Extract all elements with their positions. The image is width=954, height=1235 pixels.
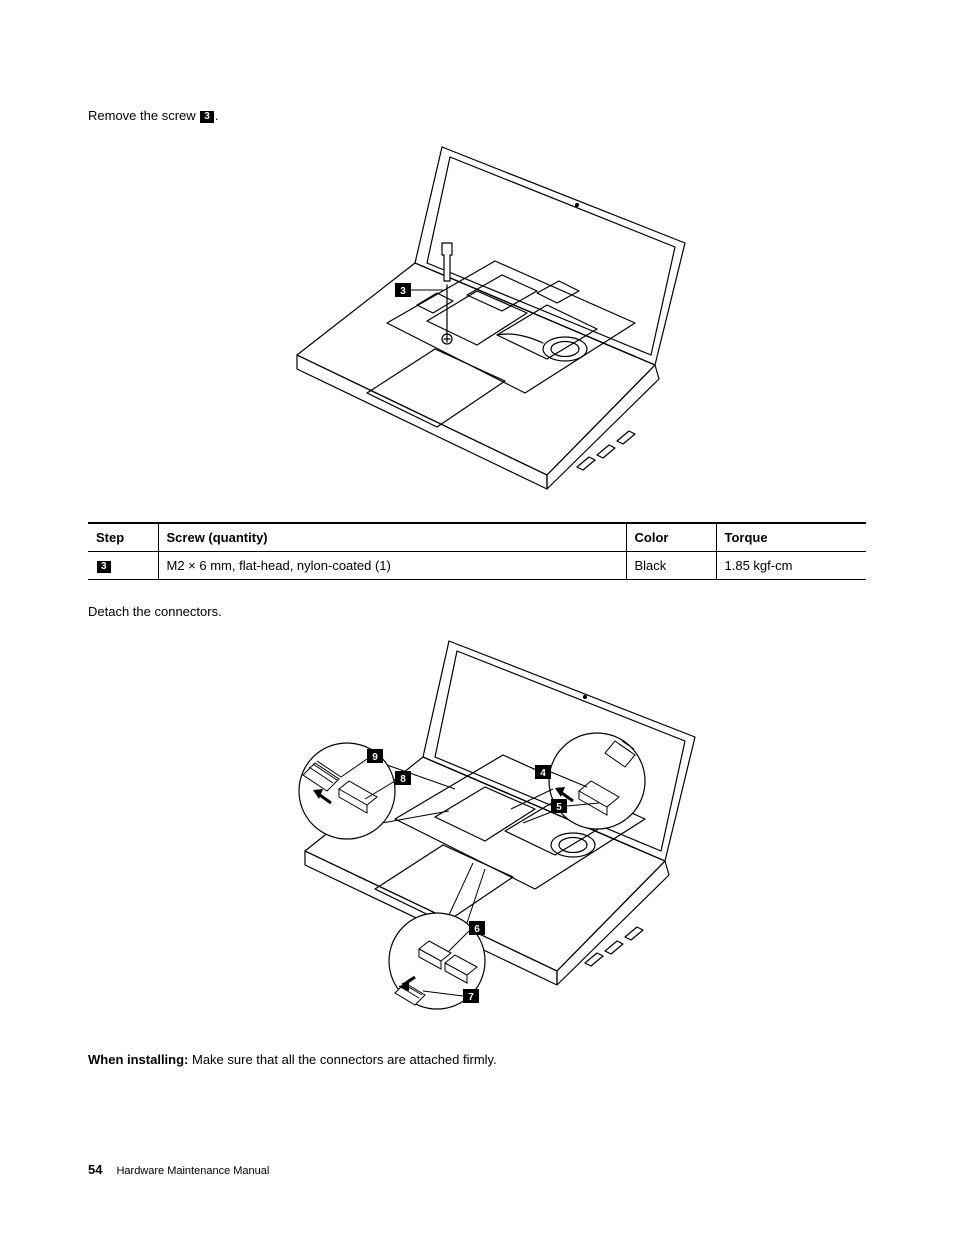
fig2-callout-8: 8 <box>400 774 406 785</box>
th-screw: Screw (quantity) <box>158 523 626 552</box>
td-step: 3 <box>88 552 158 580</box>
when-installing-label: When installing: <box>88 1052 188 1067</box>
callout-3-inline: 3 <box>200 111 214 123</box>
th-torque: Torque <box>716 523 866 552</box>
footer-title: Hardware Maintenance Manual <box>116 1165 269 1177</box>
when-installing-note: When installing: Make sure that all the … <box>88 1052 866 1067</box>
table-row: 3 M2 × 6 mm, flat-head, nylon-coated (1)… <box>88 552 866 580</box>
fig2-callout-9: 9 <box>372 752 378 763</box>
table-header-row: Step Screw (quantity) Color Torque <box>88 523 866 552</box>
laptop-connectors-diagram: 9 8 4 5 <box>227 631 727 1031</box>
fig1-callout-3: 3 <box>400 286 406 297</box>
td-torque: 1.85 kgf-cm <box>716 552 866 580</box>
fig2-callout-5: 5 <box>556 802 562 813</box>
instruction-suffix: . <box>215 108 219 123</box>
fig2-callout-7: 7 <box>468 992 474 1003</box>
when-installing-text: Make sure that all the connectors are at… <box>188 1052 496 1067</box>
th-step: Step <box>88 523 158 552</box>
th-color: Color <box>626 523 716 552</box>
step-callout-3: 3 <box>97 561 111 573</box>
fig2-callout-4: 4 <box>540 768 546 779</box>
page-number: 54 <box>88 1162 102 1177</box>
td-screw: M2 × 6 mm, flat-head, nylon-coated (1) <box>158 552 626 580</box>
instruction-text: Remove the screw <box>88 108 199 123</box>
fig2-callout-6: 6 <box>474 924 480 935</box>
figure-detach-connectors: 9 8 4 5 <box>88 631 866 1034</box>
figure-remove-screw: 3 <box>88 135 866 508</box>
td-color: Black <box>626 552 716 580</box>
instruction-detach-connectors: Detach the connectors. <box>88 604 866 619</box>
page-footer: 54 Hardware Maintenance Manual <box>88 1162 269 1177</box>
screw-table: Step Screw (quantity) Color Torque 3 M2 … <box>88 522 866 580</box>
laptop-screw-diagram: 3 <box>247 135 707 505</box>
instruction-remove-screw: Remove the screw 3. <box>88 108 866 123</box>
